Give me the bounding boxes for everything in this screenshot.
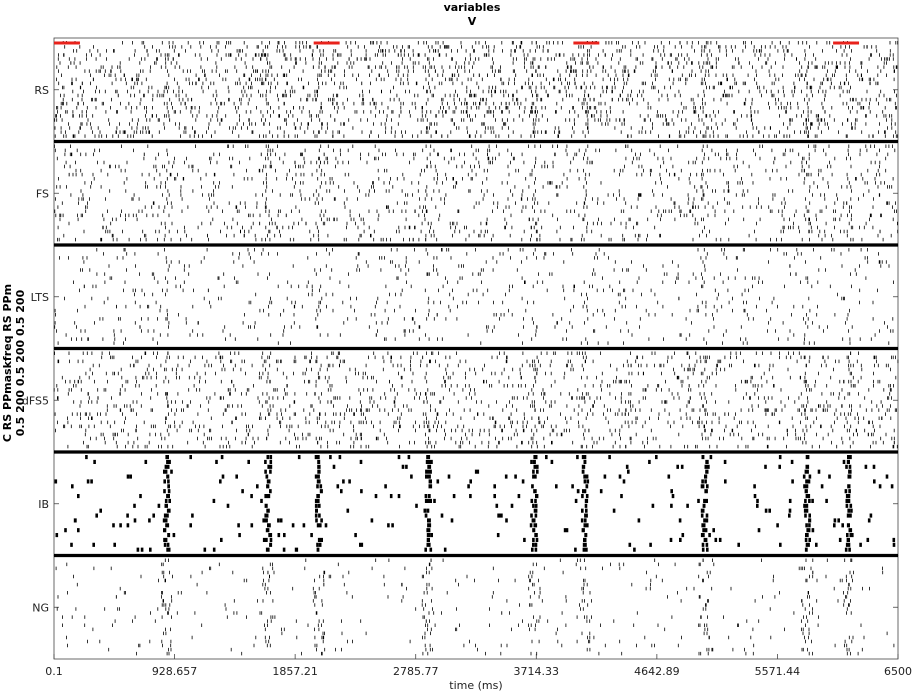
y-axis-label-line-2: 0.5 200 0.5 200 0.5 200 bbox=[14, 289, 27, 436]
spike-train-FS bbox=[54, 144, 899, 242]
spikes-RS bbox=[54, 41, 899, 138]
x-tick-label: 4642.89 bbox=[634, 665, 680, 678]
chart-title-line-2: V bbox=[468, 15, 477, 28]
x-tick-label: 1857.21 bbox=[272, 665, 318, 678]
spike-train-IB bbox=[54, 455, 896, 552]
population-label: IB bbox=[38, 498, 49, 511]
y-axis-label-line-1: C RS PPmaskfreq RS PPm bbox=[1, 284, 14, 442]
population-label: FS bbox=[36, 187, 49, 200]
x-tick-label: 0.1 bbox=[45, 665, 63, 678]
spikes-NG bbox=[55, 558, 895, 656]
population-label: LTS bbox=[31, 291, 49, 304]
panel-frame-IB bbox=[53, 451, 899, 556]
spike-train-NG bbox=[55, 558, 895, 656]
y-axis-label: C RS PPmaskfreq RS PPm 0.5 200 0.5 200 0… bbox=[1, 284, 27, 442]
x-axis-label: time (ms) bbox=[449, 679, 502, 691]
chart-title-line-1: variables bbox=[444, 1, 501, 14]
panel-frame-NG bbox=[53, 555, 899, 660]
spikes-IB bbox=[54, 455, 896, 552]
x-tick-label: 3714.33 bbox=[514, 665, 560, 678]
panel-separators bbox=[54, 139, 898, 558]
x-tick-label: 5571.44 bbox=[755, 665, 801, 678]
spikes-LTS bbox=[54, 248, 894, 345]
x-tick-label: 928.657 bbox=[152, 665, 198, 678]
panel-frame-RS bbox=[53, 37, 899, 142]
spike-train-dFS5 bbox=[53, 351, 899, 449]
x-tick-label: 2785.77 bbox=[393, 665, 439, 678]
spikes-dFS5 bbox=[53, 351, 899, 449]
population-label: RS bbox=[34, 84, 49, 97]
panel-frame-LTS bbox=[53, 244, 899, 349]
spikes-FS bbox=[54, 144, 899, 242]
x-tick-label: 6500 bbox=[884, 665, 912, 678]
panel-frame-dFS5 bbox=[53, 348, 899, 453]
population-label: NG bbox=[32, 601, 49, 614]
population-label: dFS5 bbox=[22, 394, 49, 407]
x-axis: 0.1 928.657 1857.21 2785.77 3714.33 4642.89 55… bbox=[45, 654, 912, 678]
spike-train-RS bbox=[54, 41, 899, 138]
spike-train-LTS bbox=[54, 248, 894, 345]
